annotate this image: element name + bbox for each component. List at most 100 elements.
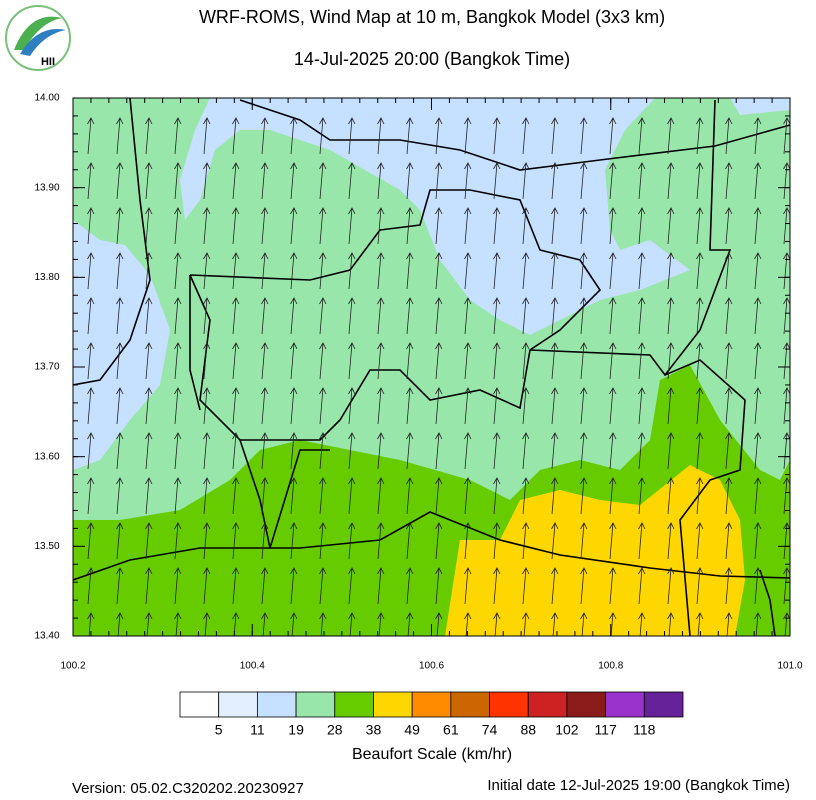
wind-arrow	[232, 207, 240, 245]
wind-arrow	[87, 117, 95, 155]
wind-arrow	[754, 567, 762, 605]
wind-arrow	[319, 567, 327, 605]
wind-arrow	[145, 567, 153, 605]
wind-arrow	[725, 342, 733, 380]
wind-arrow	[261, 612, 269, 636]
wind-arrow	[203, 522, 211, 560]
wind-arrow	[203, 387, 211, 425]
wind-arrow	[580, 342, 588, 380]
wind-arrow	[696, 297, 704, 335]
wind-arrow	[174, 342, 182, 380]
wind-arrow	[348, 387, 356, 425]
wind-arrow	[261, 387, 269, 425]
wind-arrow	[435, 432, 443, 470]
wind-arrow	[174, 117, 182, 155]
wind-arrow	[174, 162, 182, 200]
wind-arrow	[725, 522, 733, 560]
wind-arrow	[464, 432, 472, 470]
y-tick-label: 13.40	[34, 631, 59, 642]
wind-arrow	[377, 117, 385, 155]
wind-arrow	[696, 252, 704, 290]
wind-arrow	[406, 297, 414, 335]
wind-arrow	[87, 297, 95, 335]
wind-arrow	[696, 117, 704, 155]
wind-arrow	[116, 612, 124, 636]
wind-arrow	[232, 162, 240, 200]
colorbar-swatch	[373, 691, 413, 718]
wind-arrow	[406, 387, 414, 425]
wind-arrow	[609, 252, 617, 290]
colorbar-swatch	[489, 691, 529, 718]
wind-arrow	[493, 612, 501, 636]
wind-arrow	[290, 162, 298, 200]
wind-arrow	[551, 612, 559, 636]
colorbar-label: 28	[327, 722, 343, 738]
wind-arrow	[580, 252, 588, 290]
subtitle: 14-Jul-2025 20:00 (Bangkok Time)	[294, 49, 570, 69]
wind-arrow	[638, 477, 646, 515]
wind-arrow	[87, 252, 95, 290]
wind-arrow	[783, 387, 790, 425]
wind-arrow	[406, 117, 414, 155]
wind-arrow	[725, 207, 733, 245]
wind-arrow	[174, 612, 182, 636]
wind-arrow	[754, 432, 762, 470]
wind-arrow	[638, 342, 646, 380]
boundary	[239, 99, 790, 171]
wind-arrow	[319, 117, 327, 155]
wind-arrow	[406, 207, 414, 245]
boundary	[529, 349, 746, 636]
colorbar-title: Beaufort Scale (km/hr)	[352, 746, 512, 763]
wind-arrow	[232, 432, 240, 470]
wind-arrow	[435, 477, 443, 515]
wind-arrow	[493, 162, 501, 200]
wind-arrow	[377, 567, 385, 605]
wind-arrow	[435, 117, 443, 155]
wind-arrow	[348, 432, 356, 470]
colorbar-swatch	[334, 691, 374, 718]
y-tick-label: 13.50	[34, 541, 59, 552]
wind-arrow	[116, 522, 124, 560]
wind-arrow	[725, 252, 733, 290]
wind-arrow	[116, 477, 124, 515]
wind-arrow	[290, 252, 298, 290]
wind-arrow	[696, 162, 704, 200]
wind-arrow	[87, 477, 95, 515]
wind-arrow	[725, 117, 733, 155]
wind-arrow	[174, 252, 182, 290]
x-tick-label: 101.0	[777, 661, 802, 672]
wind-arrow	[609, 162, 617, 200]
wind-arrow	[435, 342, 443, 380]
wind-arrow	[667, 207, 675, 245]
wind-arrow	[377, 432, 385, 470]
wind-arrow	[638, 567, 646, 605]
wind-arrow	[203, 432, 211, 470]
wind-arrow	[551, 432, 559, 470]
colorbar-swatch	[256, 691, 297, 718]
wind-arrow	[203, 117, 211, 155]
x-tick-label: 100.4	[240, 661, 265, 672]
wind-arrow	[174, 432, 182, 470]
wind-arrow	[580, 162, 588, 200]
wind-arrow	[464, 207, 472, 245]
colorbar-label: 102	[555, 722, 579, 738]
colorbar-label: 38	[366, 722, 382, 738]
wind-arrow	[145, 612, 153, 636]
wind-arrow	[580, 297, 588, 335]
wind-arrow	[638, 612, 646, 636]
wind-arrow	[348, 342, 356, 380]
wind-arrow	[203, 162, 211, 200]
wind-zone	[730, 98, 790, 115]
wind-arrow	[464, 477, 472, 515]
wind-arrow	[609, 477, 617, 515]
wind-arrow	[551, 117, 559, 155]
wind-arrow	[261, 162, 269, 200]
logo-leaf	[14, 16, 62, 50]
wind-arrow	[232, 297, 240, 335]
colorbar-swatch	[218, 691, 258, 718]
boundary	[759, 569, 776, 636]
wind-arrow	[261, 432, 269, 470]
wind-arrow	[406, 522, 414, 560]
axes: 100.2 100.4 100.6 100.8 101.0 13.40 13.50 13.60…	[34, 93, 802, 672]
wind-arrow	[116, 567, 124, 605]
